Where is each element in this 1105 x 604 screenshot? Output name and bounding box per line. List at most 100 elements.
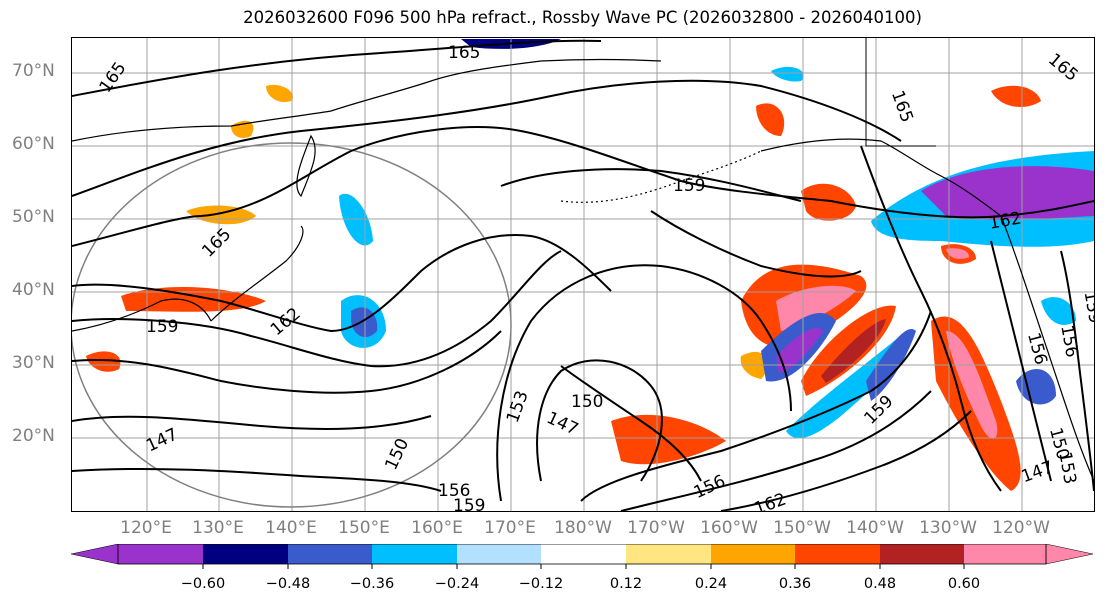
colorbar-tick-label: −0.60 [180, 576, 226, 592]
contour-label: 165 [448, 43, 480, 63]
contour-line [72, 79, 902, 197]
colorbar-bin [795, 544, 880, 564]
positive-patch [946, 331, 998, 439]
positive-patch [611, 414, 726, 465]
negative-patch [776, 327, 823, 373]
colorbar-bin [964, 544, 1046, 564]
contour-line [536, 359, 663, 482]
coastline-aleutians [560, 150, 762, 203]
positive-patch [821, 319, 886, 383]
colorbar-ticks [202, 564, 965, 569]
coastline-alaska [760, 138, 1002, 217]
colorbar-tick-label: 0.36 [778, 576, 812, 592]
contour-line [72, 415, 432, 430]
positive-patch [186, 205, 256, 225]
contour-label: 159 [1080, 290, 1094, 325]
contour-label: 165 [1044, 50, 1082, 86]
contour-label: 156 [691, 471, 729, 503]
colorbar-tick-label: 0.12 [609, 576, 643, 592]
contour-line [496, 264, 792, 502]
colorbar-bin [118, 544, 203, 564]
lon-label-150w: 150°W [773, 518, 831, 538]
contour-label: 165 [887, 88, 917, 125]
contour-label: 162 [267, 304, 305, 340]
positive-patch [801, 183, 856, 221]
negative-patch [921, 166, 1094, 220]
positive-patch [991, 85, 1041, 107]
contour-label: 159 [146, 317, 178, 337]
contour-label: 153 [1054, 450, 1079, 485]
contour-label: 156 [1056, 324, 1081, 359]
lat-label-40n: 40°N [12, 280, 55, 300]
contour-line [990, 240, 1052, 482]
negative-patch [1041, 297, 1076, 325]
gridlines [72, 38, 1094, 511]
contour-line [72, 126, 1094, 247]
positive-patch [86, 351, 121, 372]
lon-label-160w: 160°W [700, 518, 758, 538]
lon-label-140w: 140°W [846, 518, 904, 538]
lon-label-140e: 140°E [265, 518, 317, 538]
contour-line [860, 145, 1002, 492]
colorbar-bin [541, 544, 626, 564]
colorbar [70, 544, 1094, 569]
contour-label: 165 [198, 224, 235, 261]
colorbar-tick-label: −0.24 [434, 576, 480, 592]
lat-label-70n: 70°N [12, 61, 55, 81]
colorbar-outline [117, 544, 1047, 565]
contour-line [72, 250, 562, 368]
lon-label-150e: 150°E [338, 518, 390, 538]
contour-line [720, 410, 972, 511]
lon-label-180w: 180°W [554, 518, 612, 538]
negative-patch [786, 331, 910, 439]
lon-label-170w: 170°W [627, 518, 685, 538]
coastline-china [72, 298, 212, 332]
colorbar-bin [880, 544, 964, 564]
colorbar-bin [288, 544, 372, 564]
coastline-canada-border [865, 38, 936, 147]
contour-line [72, 234, 612, 333]
range-circle [72, 142, 512, 508]
positive-patch [776, 285, 856, 331]
positive-patch [266, 84, 293, 103]
lat-label-60n: 60°N [12, 134, 55, 154]
map-title: 2026032600 F096 500 hPa refract., Rossby… [243, 8, 922, 27]
lat-label-20n: 20°N [12, 426, 55, 446]
contour-line [650, 210, 862, 278]
map-panel: 165 165 165 165 165 159 162 162 159 153 … [71, 37, 1095, 512]
contour-line [1060, 250, 1094, 492]
contour-label: 147 [543, 408, 581, 440]
positive-patch [756, 103, 785, 136]
colorbar-bin-under [70, 544, 119, 565]
positive-patch [946, 248, 969, 259]
contour-line [580, 310, 932, 502]
coastline-japan [210, 225, 304, 322]
contour-label: 156 [438, 481, 470, 501]
contour-label: 159 [453, 496, 485, 511]
lat-label-50n: 50°N [12, 207, 55, 227]
colorbar-bin [372, 544, 457, 564]
contour-label: 150 [381, 435, 413, 473]
contour-line [560, 365, 702, 482]
colorbar-tick-label: −0.36 [349, 576, 395, 592]
lon-label-160e: 160°E [411, 518, 463, 538]
contour-label: 159 [673, 176, 705, 196]
contour-label: 150 [571, 392, 603, 412]
contour-line [620, 390, 932, 511]
negative-patch [771, 66, 804, 82]
colorbar-tick-label: 0.48 [863, 576, 897, 592]
shaded-field-layer [86, 84, 1041, 491]
contour-label: 147 [143, 425, 181, 457]
positive-patch [121, 286, 266, 312]
coastline-north-america [1000, 215, 1094, 482]
coastline-asia [72, 58, 662, 142]
contour-label: 156 [1023, 331, 1051, 368]
contour-label: 153 [503, 388, 533, 425]
lon-label-130w: 130°W [919, 518, 977, 538]
contour-label-layer: 165 165 165 165 165 159 162 162 159 153 … [96, 43, 1094, 511]
lat-label-30n: 30°N [12, 353, 55, 373]
contour-line [72, 39, 602, 97]
contour-line [500, 168, 802, 202]
colorbar-bin [711, 544, 795, 564]
negative-patch [339, 193, 373, 246]
